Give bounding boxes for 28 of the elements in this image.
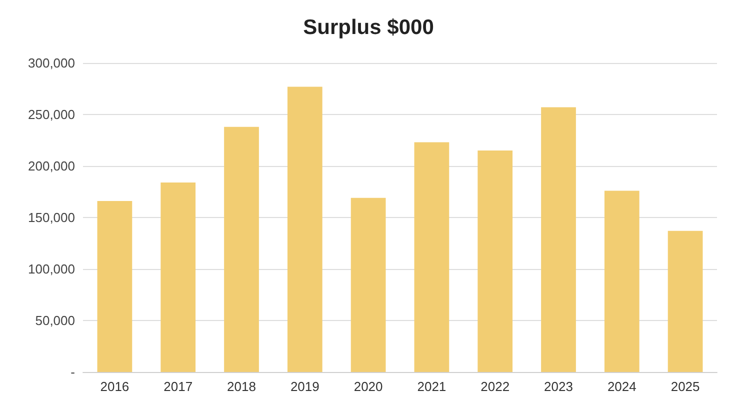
bar xyxy=(224,126,259,372)
y-tick-label: 300,000 xyxy=(28,56,75,70)
x-tick-label: 2022 xyxy=(480,379,510,394)
y-tick-label: 250,000 xyxy=(28,107,75,122)
x-tick-label: 2025 xyxy=(670,379,700,394)
x-tick-label: 2020 xyxy=(354,379,383,394)
x-tick-label: 2024 xyxy=(607,379,636,394)
x-tick-label: 2018 xyxy=(227,379,256,394)
x-tick-label: 2023 xyxy=(544,379,573,394)
chart-title: Surplus $000 xyxy=(303,16,434,39)
bar xyxy=(287,86,322,372)
bar xyxy=(478,150,513,372)
y-tick-label: 100,000 xyxy=(28,262,75,276)
bar xyxy=(350,198,386,372)
y-tick-label: 200,000 xyxy=(28,158,75,174)
bar xyxy=(414,142,450,372)
bar xyxy=(541,107,576,372)
y-tick-label: 150,000 xyxy=(28,210,75,225)
y-tick-label: 50,000 xyxy=(35,313,75,328)
bar xyxy=(97,201,132,372)
x-tick-label: 2019 xyxy=(290,379,320,394)
bar xyxy=(668,230,703,372)
x-tick-label: 2016 xyxy=(100,379,130,394)
bar xyxy=(160,182,196,372)
bar xyxy=(604,190,640,372)
y-tick-label: - xyxy=(70,364,75,380)
x-tick-label: 2021 xyxy=(417,379,446,394)
x-tick-label: 2017 xyxy=(164,379,193,394)
